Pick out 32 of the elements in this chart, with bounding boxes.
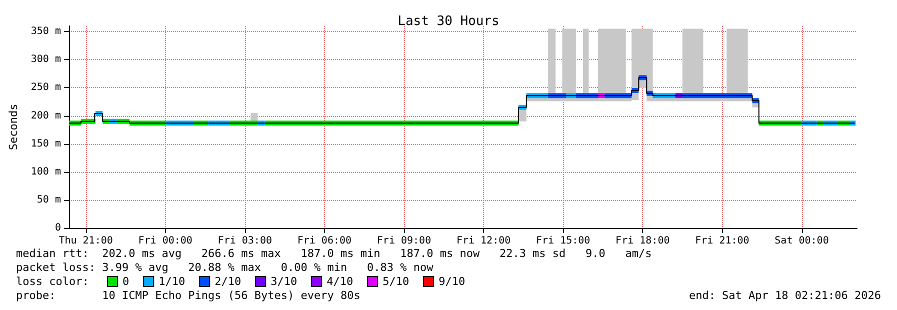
x-tick-label: Fri 12:00	[456, 236, 511, 246]
x-tick-label: Fri 06:00	[297, 236, 352, 246]
legend-label: 4/10	[326, 275, 354, 288]
chart-title: Last 30 Hours	[398, 14, 500, 29]
y-tick-label: 0	[54, 222, 61, 234]
x-tick-label: Fri 09:00	[376, 236, 432, 246]
y-tick-label: 300 m	[30, 54, 61, 66]
x-tick-label: Fri 03:00	[218, 236, 272, 246]
x-tick-label: Fri 15:00	[536, 236, 590, 246]
text: end: Sat Apr 18 02:21:06 2026	[688, 289, 882, 302]
x-tick-label: Fri 18:00	[616, 236, 670, 246]
x-tick-label: Fri 21:00	[695, 236, 750, 246]
y-tick-label: 150 m	[30, 138, 61, 150]
x-tick-label: Fri 00:00	[138, 236, 192, 246]
y-tick-label: 50 m	[36, 194, 61, 206]
legend-label: 3/10	[270, 275, 298, 288]
y-tick-label: 100 m	[30, 166, 61, 178]
legend-label: 0	[122, 275, 130, 288]
y-tick-label: 350 m	[30, 26, 61, 38]
legend-label: 9/10	[438, 275, 466, 288]
legend-label: 1/10	[158, 275, 186, 288]
x-tick-label: Sat 00:00	[774, 236, 829, 246]
text: median rtt: 202.0 ms avg 266.6 ms max 187.0 ms min 187.0 ms now 22.3 ms sd 9.0 am/s	[16, 247, 652, 260]
text: probe: 10 ICMP Echo Pings (56 Bytes) every 80s	[16, 289, 360, 302]
y-tick-label: 250 m	[30, 82, 61, 94]
x-tick-label: Thu 21:00	[58, 236, 113, 246]
y-axis-title: Seconds	[7, 104, 20, 150]
legend-label: 2/10	[214, 275, 242, 288]
y-tick-label: 200 m	[30, 110, 61, 122]
legend-title: loss color:	[16, 275, 89, 288]
legend-label: 5/10	[382, 275, 410, 288]
text: packet loss: 3.99 % avg 20.88 % max 0.00 % min 0.83 % now	[16, 261, 434, 274]
